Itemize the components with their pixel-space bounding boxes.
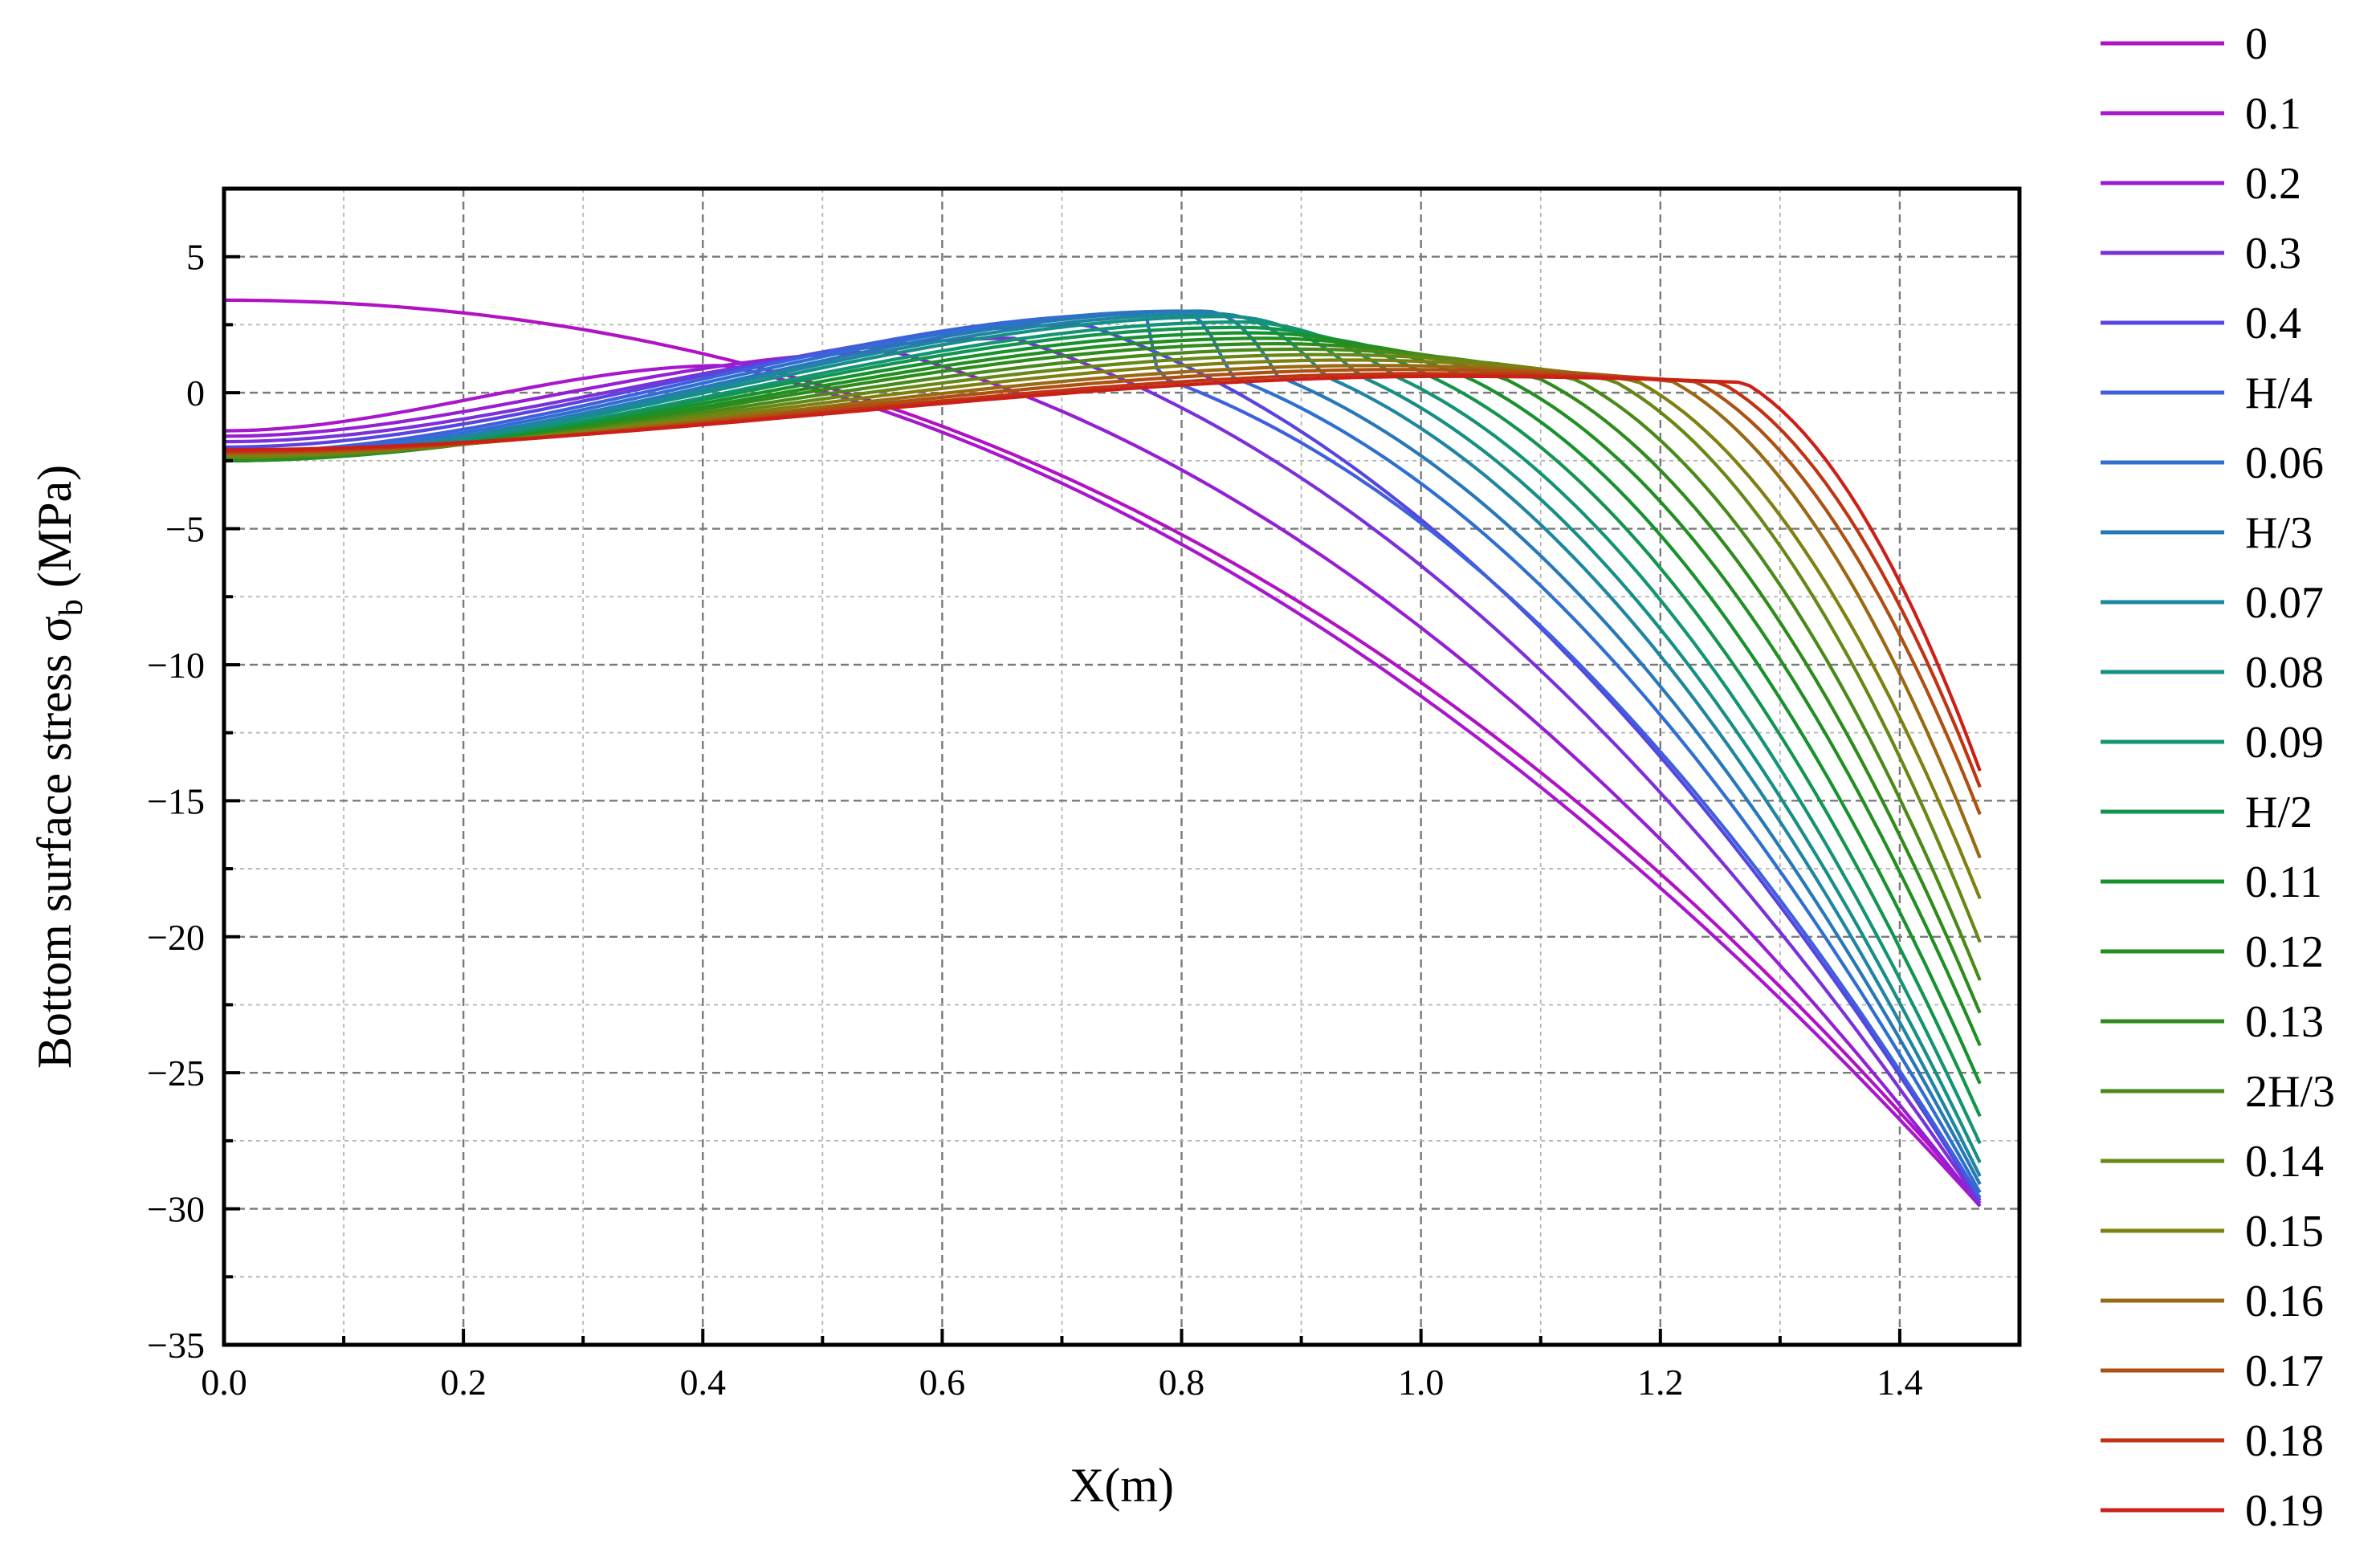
x-tick-label: 0.8 [1159, 1362, 1205, 1403]
series-line-0.2 [223, 350, 1982, 1208]
y-tick-label: −5 [165, 509, 205, 550]
y-tick-label: −15 [147, 780, 205, 821]
x-tick-label: 0.4 [680, 1362, 727, 1403]
legend-label-H/4: H/4 [2245, 369, 2313, 418]
legend-label-0.18: 0.18 [2245, 1416, 2324, 1466]
series-line-0.19 [223, 374, 1982, 772]
y-tick-label: −25 [147, 1053, 205, 1094]
legend-label-0.1: 0.1 [2245, 89, 2301, 139]
legend-label-0.15: 0.15 [2245, 1207, 2324, 1256]
legend-label-0.14: 0.14 [2245, 1137, 2324, 1187]
x-tick-label: 1.2 [1637, 1362, 1684, 1403]
series-line-0.08 [224, 315, 1982, 1163]
series-line-0.07 [224, 312, 1982, 1177]
legend-label-0.08: 0.08 [2245, 648, 2324, 698]
y-axis-label-unit: (MPa) [28, 465, 81, 588]
y-tick-label: −35 [147, 1325, 205, 1366]
series-line-0.13 [224, 342, 1982, 1014]
legend-label-H/3: H/3 [2245, 508, 2313, 558]
y-tick-label: −30 [147, 1189, 205, 1230]
x-tick-label: 0.2 [440, 1362, 487, 1403]
axis-ticks [222, 187, 2021, 1346]
legend-label-0.06: 0.06 [2245, 438, 2324, 488]
legend-label-0.19: 0.19 [2245, 1486, 2324, 1536]
legend-label-0.3: 0.3 [2245, 229, 2301, 279]
legend-label-0.2: 0.2 [2245, 159, 2301, 209]
legend-label-0.4: 0.4 [2245, 299, 2301, 348]
x-tick-label: 1.4 [1877, 1362, 1923, 1403]
y-axis-label-subscript: b [53, 599, 90, 616]
series-line-0.4 [223, 323, 1982, 1202]
series-lines [223, 298, 1982, 1208]
y-tick-label: 5 [186, 237, 205, 278]
legend-label-0.11: 0.11 [2245, 857, 2322, 907]
x-axis-label: X(m) [1070, 1459, 1174, 1512]
y-tick-label: −20 [147, 917, 205, 958]
legend-label-0.13: 0.13 [2245, 997, 2324, 1047]
y-axis-label: Bottom surface stress σb (MPa) [28, 465, 90, 1069]
series-line-0.1 [223, 364, 1982, 1208]
grid-lines [222, 188, 2020, 1346]
x-tick-label: 0.6 [919, 1362, 966, 1403]
legend-label-0: 0 [2245, 19, 2268, 69]
legend-label-0.12: 0.12 [2245, 927, 2324, 977]
legend-label-0.17: 0.17 [2245, 1346, 2324, 1396]
legend-label-H/2: H/2 [2245, 788, 2313, 837]
y-tick-labels: 5 0 −5 −10 −15 −20 −25 −30 −35 [147, 237, 205, 1366]
legend-label-0.07: 0.07 [2245, 578, 2324, 628]
x-tick-labels: 0.0 0.2 0.4 0.6 0.8 1.0 1.2 1.4 [201, 1362, 1922, 1403]
legend-label-0.16: 0.16 [2245, 1277, 2324, 1326]
legend-label-0.09: 0.09 [2245, 718, 2324, 768]
y-axis-label-main: Bottom surface stress σ [28, 616, 81, 1069]
y-tick-label: 0 [186, 373, 205, 413]
x-tick-label: 1.0 [1398, 1362, 1445, 1403]
series-line-0 [224, 298, 1982, 1205]
series-line-H/2 [224, 325, 1982, 1118]
plot-frame [222, 186, 2022, 1347]
x-tick-label: 0.0 [201, 1362, 247, 1403]
series-line-0.11 [224, 331, 1982, 1085]
legend-label-2H/3: 2H/3 [2245, 1067, 2335, 1117]
y-tick-label: −10 [147, 645, 205, 686]
legend: 0 0.1 0.2 0.3 0.4 H/4 0.06 H/3 0.07 0.08 0.09 H/2 0.… [2101, 19, 2335, 1536]
